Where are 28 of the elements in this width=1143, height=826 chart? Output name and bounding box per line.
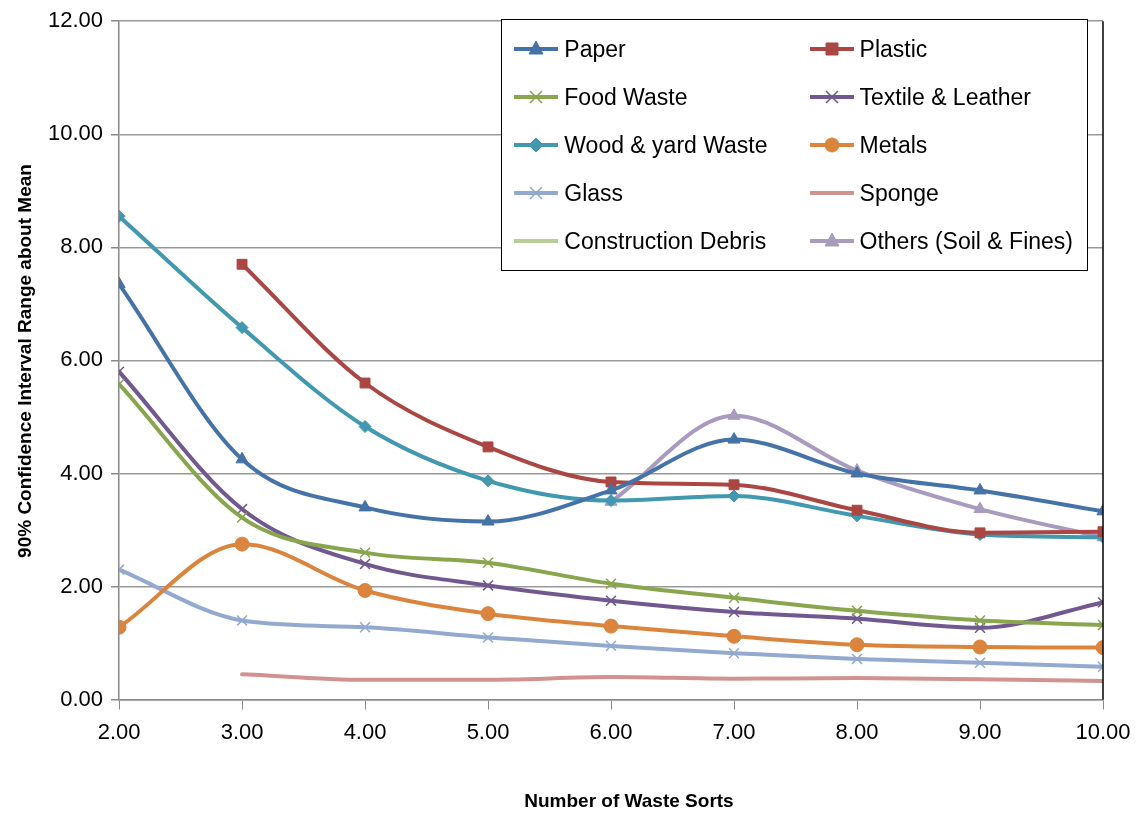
x-tick-label: 7.00 (712, 718, 756, 744)
y-tick-label: 6.00 (60, 346, 104, 372)
y-axis-title: 90% Confidence Interval Range about Mean (14, 163, 36, 560)
y-tick-label: 0.00 (60, 685, 104, 711)
legend-label: Glass (564, 179, 624, 207)
legend-label: Metals (859, 131, 928, 159)
x-tick-label: 9.00 (958, 718, 1002, 744)
x-tick-label: 3.00 (220, 718, 264, 744)
y-tick-label: 4.00 (60, 459, 104, 485)
x-tick-label: 6.00 (589, 718, 633, 744)
x-tick-label: 10.00 (1075, 718, 1131, 744)
y-tick-label: 8.00 (60, 233, 104, 259)
legend-label: Paper (564, 35, 626, 63)
legend-label: Food Waste (564, 83, 688, 111)
y-tick-label: 12.00 (47, 7, 104, 33)
x-tick-label: 5.00 (466, 718, 510, 744)
legend-label: Wood & yard Waste (564, 131, 768, 159)
legend-label: Construction Debris (564, 227, 767, 255)
x-tick-label: 4.00 (343, 718, 387, 744)
legend-label: Others (Soil & Fines) (859, 227, 1073, 255)
legend-label: Sponge (859, 179, 939, 207)
y-tick-label: 2.00 (60, 572, 104, 598)
x-tick-label: 8.00 (835, 718, 879, 744)
x-tick-label: 2.00 (97, 718, 141, 744)
legend-label: Textile & Leather (859, 83, 1031, 111)
x-axis-title: Number of Waste Sorts (523, 790, 735, 812)
legend-label: Plastic (859, 35, 928, 63)
y-tick-label: 10.00 (47, 120, 104, 146)
